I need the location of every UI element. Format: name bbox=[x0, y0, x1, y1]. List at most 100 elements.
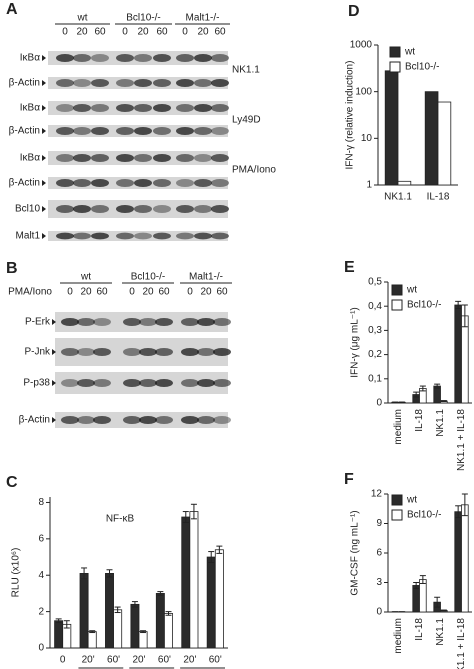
band bbox=[194, 127, 212, 135]
error-bar bbox=[440, 609, 447, 612]
x-tick-label: 60' bbox=[158, 655, 171, 666]
x-tick-label: 20' bbox=[132, 655, 145, 666]
band bbox=[194, 79, 212, 87]
bar bbox=[130, 603, 140, 649]
band bbox=[116, 232, 134, 240]
panel-letter: A bbox=[6, 1, 18, 18]
row-label: Malt1 bbox=[16, 231, 41, 242]
band bbox=[134, 79, 152, 87]
band bbox=[211, 54, 229, 62]
band bbox=[93, 379, 111, 387]
panel-letter: D bbox=[348, 3, 360, 20]
lane-label: 60 bbox=[156, 27, 168, 38]
band bbox=[91, 127, 109, 135]
lane-label: 20 bbox=[197, 27, 209, 38]
band bbox=[73, 205, 91, 213]
band bbox=[123, 318, 141, 326]
lane-label: 20 bbox=[137, 27, 149, 38]
row-label: IκBα bbox=[20, 153, 40, 164]
x-tick-label: 20' bbox=[82, 655, 95, 666]
band bbox=[153, 232, 171, 240]
legend-label: Bcl10-/- bbox=[407, 510, 441, 521]
band bbox=[176, 79, 194, 87]
row-label: β-Actin bbox=[9, 126, 40, 137]
band bbox=[197, 318, 215, 326]
lane-label: 60 bbox=[214, 27, 226, 38]
band bbox=[61, 379, 79, 387]
band bbox=[77, 379, 95, 387]
band bbox=[181, 379, 199, 387]
bar bbox=[397, 180, 412, 186]
band bbox=[211, 127, 229, 135]
bar bbox=[105, 573, 114, 649]
bar bbox=[419, 579, 427, 613]
lane-label: 20 bbox=[200, 287, 212, 298]
band bbox=[211, 232, 229, 240]
lane-label: 0 bbox=[129, 287, 135, 298]
arrow-marker bbox=[42, 233, 46, 239]
band bbox=[194, 104, 212, 112]
stimulus-label: Ly49D bbox=[232, 115, 261, 126]
y-tick-label: 3 bbox=[376, 577, 382, 588]
band bbox=[153, 127, 171, 135]
band bbox=[181, 318, 199, 326]
band bbox=[61, 416, 79, 424]
group-label: Bcl10-/- bbox=[131, 272, 165, 283]
band bbox=[77, 318, 95, 326]
x-tick-label: 60' bbox=[209, 655, 222, 666]
bar bbox=[164, 613, 173, 649]
legend-label: wt bbox=[404, 47, 415, 58]
x-tick-label: 20' bbox=[183, 655, 196, 666]
lane-label: 60 bbox=[158, 287, 170, 298]
lane-label: 20 bbox=[80, 287, 92, 298]
band bbox=[116, 179, 134, 187]
row-label: Bcl10 bbox=[15, 204, 40, 215]
band bbox=[123, 416, 141, 424]
band bbox=[197, 416, 215, 424]
x-tick-label: IL-18 bbox=[414, 618, 425, 641]
row-label: β-Actin bbox=[9, 78, 40, 89]
band bbox=[56, 232, 74, 240]
band bbox=[91, 104, 109, 112]
x-tick-label: NK1.1 bbox=[435, 409, 446, 437]
band bbox=[134, 54, 152, 62]
band bbox=[153, 54, 171, 62]
band bbox=[194, 54, 212, 62]
band bbox=[155, 318, 173, 326]
x-tick-label: NK1.1 bbox=[384, 192, 412, 203]
band bbox=[56, 154, 74, 162]
arrow-marker bbox=[42, 105, 46, 111]
band bbox=[211, 205, 229, 213]
band bbox=[194, 179, 212, 187]
band bbox=[197, 348, 215, 356]
bar bbox=[206, 556, 216, 649]
group-label: wt bbox=[77, 13, 88, 24]
band bbox=[56, 79, 74, 87]
band bbox=[91, 179, 109, 187]
band bbox=[134, 205, 152, 213]
band bbox=[116, 154, 134, 162]
band bbox=[77, 348, 95, 356]
error-bar bbox=[455, 505, 462, 519]
bar bbox=[155, 593, 165, 649]
y-axis-label: IFN-γ (μg mL⁻¹) bbox=[350, 307, 361, 377]
lane-label: 20 bbox=[142, 287, 154, 298]
arrow-marker bbox=[52, 319, 56, 325]
lane-label: 60 bbox=[94, 27, 106, 38]
band bbox=[139, 416, 157, 424]
band bbox=[73, 232, 91, 240]
y-tick-label: 6 bbox=[38, 533, 44, 544]
arrow-marker bbox=[52, 417, 56, 423]
error-bar bbox=[208, 551, 215, 563]
band bbox=[116, 54, 134, 62]
lane-label: 0 bbox=[182, 27, 188, 38]
band bbox=[56, 54, 74, 62]
band bbox=[61, 318, 79, 326]
bar bbox=[437, 101, 452, 186]
chart-title: NF-κB bbox=[106, 514, 135, 525]
band bbox=[153, 104, 171, 112]
row-label: P-Erk bbox=[25, 317, 51, 328]
error-bar bbox=[165, 611, 172, 616]
